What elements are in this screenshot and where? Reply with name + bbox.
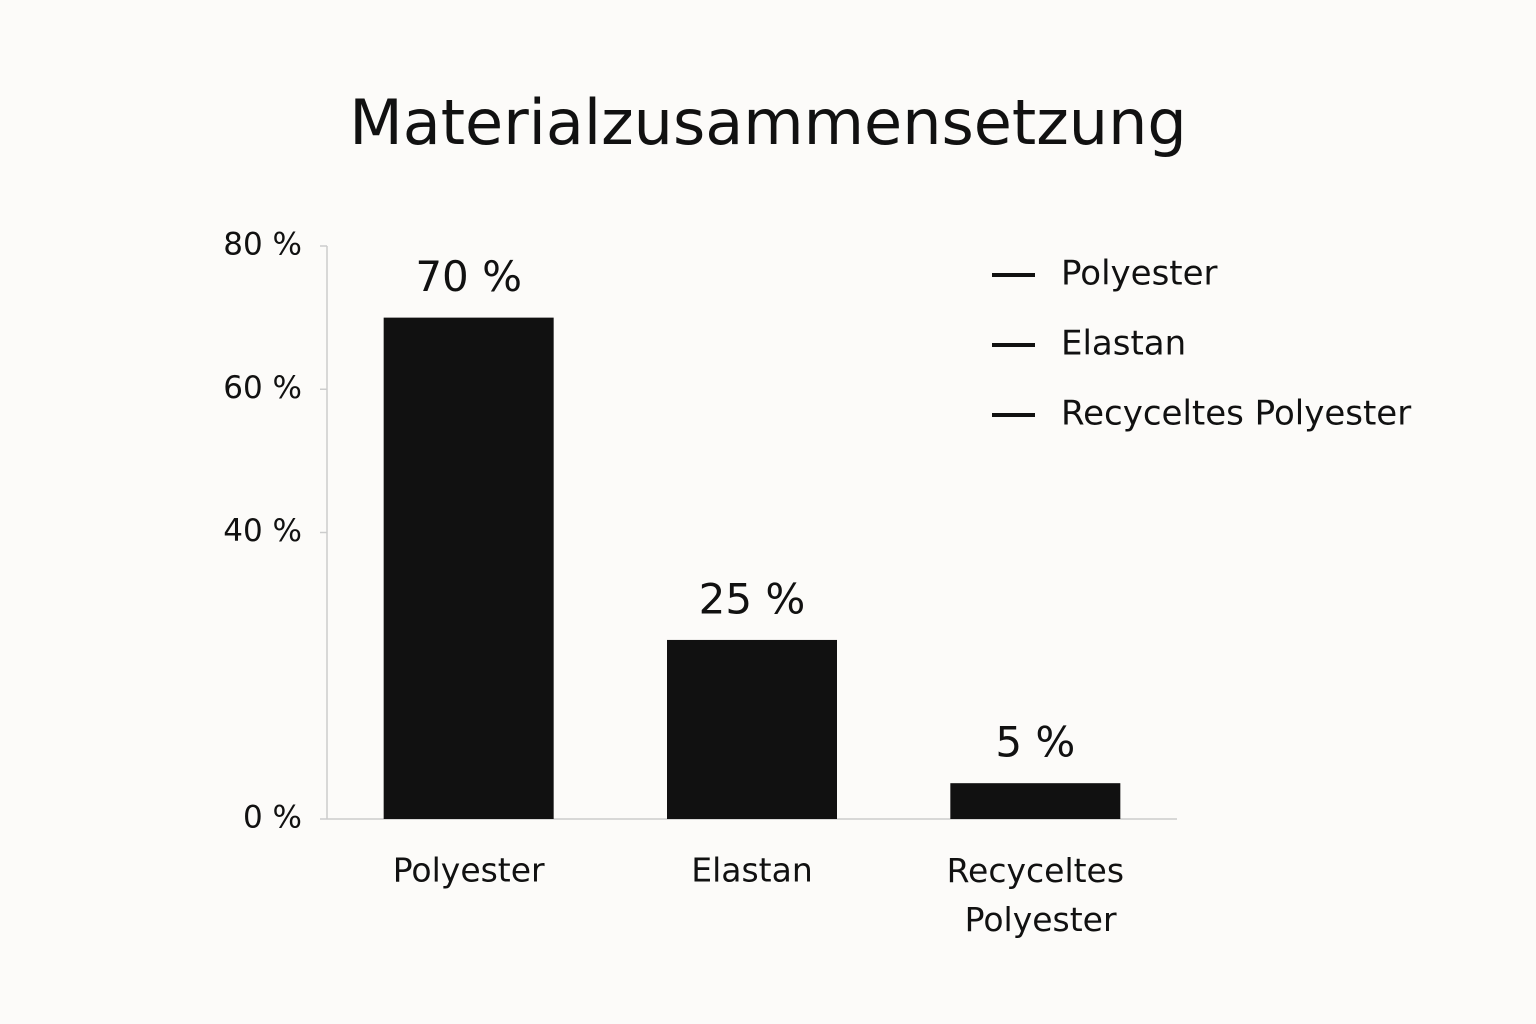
value-label: 70 %: [415, 252, 522, 301]
value-label: 25 %: [699, 574, 806, 623]
bar: [950, 783, 1121, 819]
legend-label: Elastan: [1061, 324, 1186, 364]
chart-title: Materialzusammensetzung: [349, 86, 1186, 159]
y-tick-label: 0 %: [243, 800, 302, 836]
y-tick-label: 80 %: [223, 227, 302, 263]
x-tick-label: Polyester: [393, 851, 545, 890]
legend-label: Recyceltes Polyester: [1061, 394, 1411, 434]
x-tick-label: Elastan: [691, 851, 813, 890]
y-tick-label: 40 %: [223, 513, 302, 549]
bar: [667, 639, 837, 819]
y-tick-label: 60 %: [223, 370, 302, 406]
value-label: 5 %: [995, 718, 1075, 767]
x-tick-label: Recyceltes Polyester: [947, 851, 1124, 939]
bar: [383, 317, 554, 819]
legend-label: Polyester: [1061, 254, 1218, 294]
